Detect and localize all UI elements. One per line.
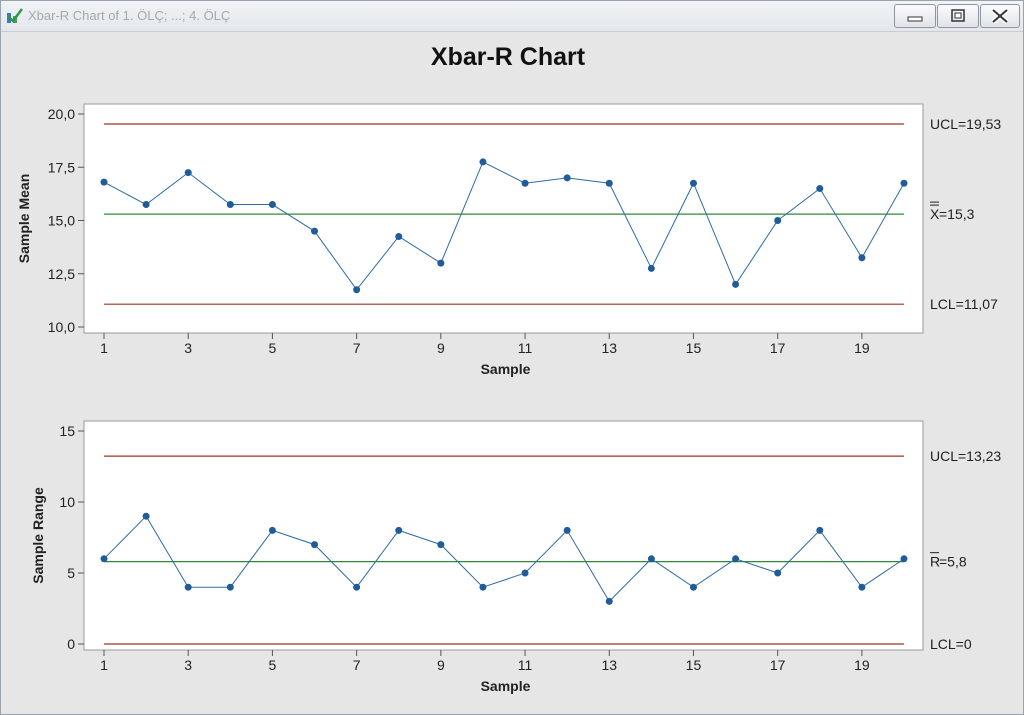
data-point [647,555,655,563]
data-series-line [103,161,905,291]
data-point [353,583,361,591]
maximize-icon [951,9,965,22]
data-point [268,201,276,209]
x-tick-label: 15 [686,340,702,356]
data-point [605,179,613,187]
x-tick-label: 11 [518,657,533,673]
y-tick-label: 0 [67,636,75,652]
x-axis-label: Sample [481,361,531,377]
close-icon [991,8,1009,24]
minimize-button[interactable] [894,4,936,28]
x-tick-label: 13 [601,657,617,673]
data-point [900,555,908,563]
data-point [437,259,445,267]
y-tick-label: 5 [67,565,75,581]
x-tick-label: 17 [770,657,786,673]
y-tick-label: 12,5 [48,266,75,282]
data-point [311,227,319,235]
ucl-line-label: UCL=19,53 [930,116,1001,132]
minimize-icon [907,16,923,22]
data-point [774,569,782,577]
data-point [437,541,445,549]
x-axis-label: Sample [481,678,531,694]
x-tick-label: 15 [686,657,702,673]
center-line-symbol: X [930,206,940,222]
maximize-button[interactable] [937,4,979,28]
data-point [563,174,571,182]
minitab-checkmark-icon[interactable] [6,7,24,25]
data-point [605,597,613,605]
panel-sample-mean: 10,012,515,017,520,01 3 5 7 9 11 13 15 17 19Sampl… [16,103,1001,377]
data-point [100,555,108,563]
close-button[interactable] [980,4,1020,28]
data-point [311,541,319,549]
data-point [774,217,782,224]
plot-frame [83,103,924,334]
data-point [689,583,697,591]
data-point [858,583,866,591]
data-point [816,526,824,534]
ucl-line-label: UCL=13,23 [930,448,1001,464]
data-point [732,555,740,563]
data-point [142,512,150,520]
x-tick-label: 19 [854,340,870,356]
x-tick-label: 5 [269,340,277,356]
data-point [900,179,908,187]
x-tick-label: 9 [437,657,445,673]
data-point [184,583,192,591]
x-tick-label: 9 [437,340,445,356]
x-tick-label: 11 [518,340,533,356]
data-point [479,583,487,591]
title-bar[interactable]: Xbar-R Chart of 1. ÖLÇ; ...; 4. ÖLÇ [1,1,1023,32]
data-point [226,583,234,591]
y-axis-label: Sample Range [30,487,46,584]
y-tick-label: 20,0 [48,106,75,122]
x-tick-label: 19 [854,657,870,673]
x-tick-label: 7 [353,340,361,356]
lcl-line-label: LCL=0 [930,636,972,652]
y-tick-label: 15,0 [48,213,75,229]
plot-frame [83,420,924,651]
x-tick-label: 7 [353,657,361,673]
data-point [732,280,740,288]
x-tick-label: 1 [100,657,108,673]
data-point [479,158,487,166]
x-tick-label: 1 [100,340,108,356]
y-tick-label: 17,5 [48,159,75,175]
data-point [226,201,234,209]
x-tick-label: 5 [269,657,277,673]
lcl-line-label: LCL=11,07 [930,296,998,312]
data-point [563,526,571,534]
data-point [647,264,655,272]
center-line-symbol: R [930,554,940,570]
data-point [184,169,192,177]
data-point [395,232,403,240]
data-series-line [103,515,905,603]
data-point [858,254,866,262]
data-point [395,526,403,534]
data-point [689,179,697,187]
x-tick-label: 3 [184,340,192,356]
data-point [268,526,276,534]
center-line-label: =5,8 [939,554,967,570]
y-tick-label: 15 [59,423,75,439]
data-point [142,201,150,209]
data-point [816,185,824,193]
window-title: Xbar-R Chart of 1. ÖLÇ; ...; 4. ÖLÇ [28,8,231,23]
data-point [521,569,529,577]
x-tick-label: 17 [770,340,786,356]
data-point [100,178,108,186]
data-point [521,179,529,187]
y-tick-label: 10,0 [48,319,75,335]
y-axis-label: Sample Mean [16,174,32,263]
y-tick-label: 10 [59,494,75,510]
x-tick-label: 13 [601,340,617,356]
data-point [353,286,361,294]
chart-title: Xbar-R Chart [430,43,586,71]
x-tick-label: 3 [184,657,192,673]
center-line-label: =15,3 [939,206,975,222]
